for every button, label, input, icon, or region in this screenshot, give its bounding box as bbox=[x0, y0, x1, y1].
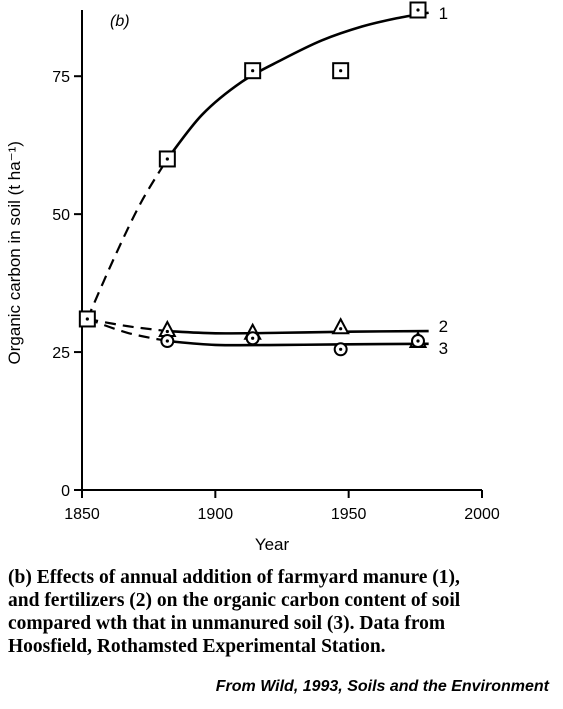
series-2-point-1947 bbox=[331, 317, 350, 335]
caption-line-2: and fertilizers (2) on the organic carbo… bbox=[8, 590, 461, 611]
x-tick-label-1900: 1900 bbox=[198, 506, 234, 523]
data-points bbox=[78, 1, 428, 357]
series-1-point-1914 bbox=[244, 62, 262, 80]
x-tick-label-1850: 1850 bbox=[64, 506, 100, 523]
axes bbox=[81, 10, 482, 491]
caption-line-3: compared wth that in unmanured soil (3).… bbox=[8, 613, 446, 634]
center-dot bbox=[165, 157, 169, 161]
center-dot bbox=[251, 336, 255, 340]
source-credit: From Wild, 1993, Soils and the Environme… bbox=[215, 678, 549, 695]
y-tick-label-0: 0 bbox=[61, 483, 70, 500]
series-1-point-1976 bbox=[409, 1, 427, 19]
chart: 1850 1900 1950 2000 0 25 50 75 Year Organic carbo… bbox=[5, 1, 500, 554]
series-label-1: 1 bbox=[439, 4, 448, 23]
series-2-solid-curve bbox=[167, 329, 429, 335]
series-lines bbox=[86, 11, 429, 347]
center-dot bbox=[251, 69, 255, 73]
panel-label: (b) bbox=[110, 13, 130, 30]
series-label-2: 2 bbox=[439, 317, 448, 336]
center-dot bbox=[165, 329, 169, 334]
series-3-point-1914 bbox=[245, 331, 260, 346]
series-3-dashed-curve bbox=[86, 317, 168, 343]
series-1-point-1947 bbox=[332, 62, 350, 80]
center-dot bbox=[416, 8, 420, 12]
triangle-marker bbox=[158, 319, 177, 337]
series-1-dashed-curve bbox=[86, 158, 169, 320]
series-3-solid-curve bbox=[167, 339, 429, 347]
series-label-3: 3 bbox=[439, 339, 448, 358]
y-tick-label-50: 50 bbox=[52, 207, 70, 224]
x-axis-title: Year bbox=[255, 535, 290, 554]
chart-labels: 1850 1900 1950 2000 0 25 50 75 Year Organic carbo… bbox=[5, 4, 500, 554]
series-3-point-1976 bbox=[411, 334, 425, 349]
center-dot bbox=[339, 347, 343, 351]
center-dot bbox=[339, 69, 343, 73]
series-2-point-1882 bbox=[158, 319, 177, 337]
tick-marks bbox=[74, 75, 483, 498]
y-tick-label-75: 75 bbox=[52, 69, 70, 86]
triangle-marker bbox=[331, 317, 350, 335]
center-dot bbox=[339, 327, 343, 331]
center-dot bbox=[416, 339, 420, 343]
series-3-point-1882 bbox=[160, 334, 175, 349]
y-axis-title: Organic carbon in soil (t ha⁻¹) bbox=[5, 141, 24, 364]
x-tick-label-1950: 1950 bbox=[331, 506, 367, 523]
series-3-point-1947 bbox=[333, 342, 348, 357]
caption-line-4: Hoosfield, Rothamsted Experimental Stati… bbox=[8, 636, 386, 657]
series-2-dashed-curve bbox=[87, 317, 168, 333]
series-1-point-1852 bbox=[78, 310, 96, 328]
center-dot bbox=[165, 339, 169, 343]
caption-line-1: (b) Effects of annual addition of farmya… bbox=[8, 567, 460, 588]
series-1-point-1882 bbox=[158, 150, 176, 168]
center-dot bbox=[85, 317, 89, 321]
x-tick-label-2000: 2000 bbox=[464, 506, 500, 523]
series-1-solid-curve bbox=[166, 11, 429, 160]
figure-caption: (b) Effects of annual addition of farmya… bbox=[8, 566, 560, 658]
y-tick-label-25: 25 bbox=[52, 345, 70, 362]
